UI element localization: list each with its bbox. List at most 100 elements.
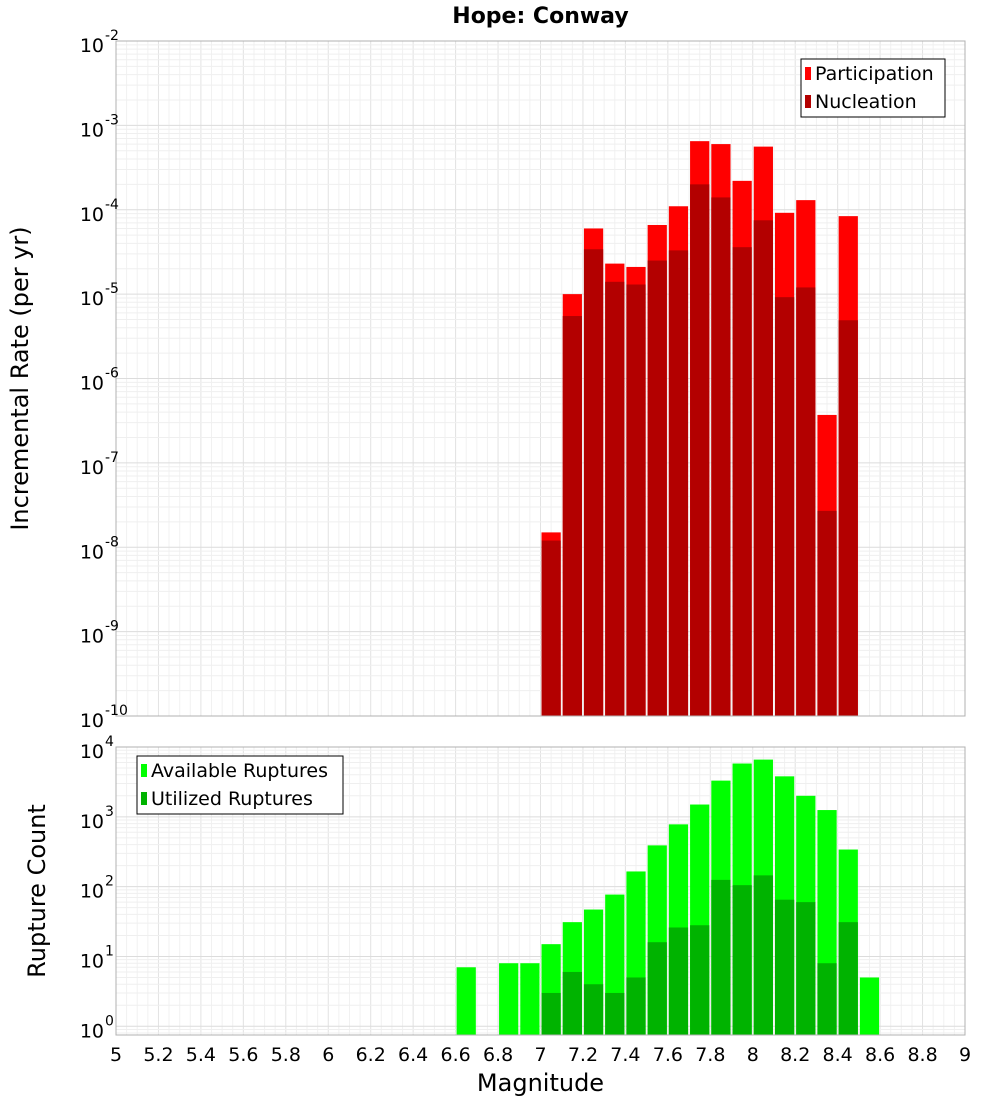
count-chart-x-tick-label: 8.4 xyxy=(823,1044,853,1066)
count-chart-legend-swatch xyxy=(141,792,147,805)
rate-chart-y-tick-label: 10 xyxy=(80,373,104,395)
count-chart-legend-label: Utilized Ruptures xyxy=(151,788,313,810)
count-chart-bar xyxy=(711,879,731,1035)
rate-chart-legend: Participation Nucleation xyxy=(800,58,946,118)
count-chart-bar xyxy=(859,977,880,1035)
rate-chart-y-tick-base: 10 xyxy=(80,204,104,226)
count-chart-bar xyxy=(838,922,858,1035)
rate-chart-bar xyxy=(668,250,689,717)
rate-chart-bar xyxy=(605,281,625,716)
count-chart-x-tick-label: 5.4 xyxy=(186,1044,216,1066)
rate-chart-title: Hope: Conway xyxy=(452,4,628,29)
rate-chart-bar xyxy=(817,510,837,716)
count-chart-x-tick-label: 7.2 xyxy=(568,1044,598,1066)
count-chart-x-tick-label: 8.2 xyxy=(780,1044,810,1066)
count-chart-bar xyxy=(541,992,561,1035)
count-chart-x-tick-label: 8.8 xyxy=(907,1044,937,1066)
rate-chart-y-tick-exponent: -7 xyxy=(105,450,119,466)
count-chart-x-tick-label: 7 xyxy=(534,1044,546,1066)
rate-chart-y-tick-label: 10 xyxy=(80,457,104,479)
rate-chart-bar xyxy=(583,249,604,716)
rate-chart-bar xyxy=(711,197,731,717)
rate-chart-y-tick-label: 10 xyxy=(80,710,104,732)
rate-chart-y-tick-label: 10 xyxy=(80,35,104,57)
rate-chart-series-nucleation xyxy=(541,184,858,717)
rate-chart-y-tick-label: 10 xyxy=(80,119,104,141)
rate-chart-bar xyxy=(796,287,816,716)
rate-chart-bar xyxy=(626,284,646,716)
count-chart-x-tick-label: 6.8 xyxy=(483,1044,513,1066)
rate-chart-y-tick-exponent: -3 xyxy=(105,112,119,128)
count-chart-y-tick-label: 10 xyxy=(80,881,104,903)
rate-chart-y-tick-exponent: -4 xyxy=(105,197,119,213)
rate-chart-legend-swatch xyxy=(805,67,811,80)
count-chart-x-tick-label: 8 xyxy=(747,1044,759,1066)
count-chart-bar xyxy=(562,971,582,1035)
rate-chart-legend-box xyxy=(800,58,946,118)
rate-chart-y-tick-base: 10 xyxy=(80,288,104,310)
count-chart-bar xyxy=(456,967,476,1035)
count-chart-legend-box xyxy=(136,755,344,815)
count-chart-bar xyxy=(499,963,519,1035)
count-chart-bar xyxy=(520,963,540,1035)
count-chart-x-tick-label: 7.6 xyxy=(653,1044,683,1066)
rate-chart-legend-label: Nucleation xyxy=(815,91,917,113)
count-chart-x-tick-label: 5.6 xyxy=(228,1044,258,1066)
count-chart-x-axis-label: Magnitude xyxy=(477,1069,604,1097)
count-chart-x-tick-label: 8.6 xyxy=(865,1044,895,1066)
rate-chart-y-tick-label: 10 xyxy=(80,204,104,226)
count-chart-x-tick-label: 7.4 xyxy=(610,1044,640,1066)
rate-chart-y-tick-exponent: -5 xyxy=(105,281,119,297)
count-chart-legend-swatch xyxy=(141,764,147,777)
rate-chart-bar xyxy=(690,184,710,717)
rate-chart-y-tick-exponent: -2 xyxy=(105,28,119,44)
count-chart-series-utilized-ruptures xyxy=(541,875,858,1035)
count-chart-x-tick-label: 5.2 xyxy=(143,1044,173,1066)
count-chart-y-tick-exponent: 0 xyxy=(105,1013,114,1029)
count-chart-y-tick-exponent: 1 xyxy=(105,943,114,959)
count-chart-y-tick-exponent: 3 xyxy=(105,804,114,820)
rate-chart-y-tick-base: 10 xyxy=(80,457,104,479)
rate-chart-y-tick-exponent: -9 xyxy=(105,619,119,635)
rate-chart-y-tick-base: 10 xyxy=(80,35,104,57)
count-chart-bar xyxy=(753,875,773,1035)
count-chart-y-tick-exponent: 4 xyxy=(105,734,114,750)
rate-chart-bar xyxy=(838,320,858,716)
rate-chart-gridlines xyxy=(115,40,966,717)
rate-chart-frame xyxy=(115,40,966,717)
count-chart-bar xyxy=(774,899,795,1035)
count-chart-y-tick-base: 10 xyxy=(80,741,104,763)
count-chart-x-tick-label: 6 xyxy=(322,1044,334,1066)
count-chart-bar xyxy=(817,963,837,1035)
rate-chart-bar xyxy=(562,316,582,716)
count-chart-frame xyxy=(115,746,966,1036)
count-chart-bar xyxy=(647,942,667,1035)
count-chart-bar xyxy=(605,992,625,1035)
count-chart-y-tick-label: 10 xyxy=(80,741,104,763)
count-chart-x-tick-label: 7.8 xyxy=(695,1044,725,1066)
count-chart-bar xyxy=(732,885,752,1035)
rate-chart-y-tick-exponent: -10 xyxy=(105,703,128,719)
rate-chart-bar xyxy=(774,297,795,716)
rate-chart-legend-swatch xyxy=(805,95,811,108)
count-chart-x-tick-label: 5.8 xyxy=(271,1044,301,1066)
rate-chart-legend-label: Participation xyxy=(815,63,934,85)
rate-chart-y-tick-base: 10 xyxy=(80,626,104,648)
count-chart-bar xyxy=(583,984,604,1035)
count-chart-legend-label: Available Ruptures xyxy=(151,760,328,782)
rate-chart-y-axis-label: Incremental Rate (per yr) xyxy=(6,226,34,530)
count-chart-x-tick-label: 6.6 xyxy=(440,1044,470,1066)
rate-chart-y-tick-label: 10 xyxy=(80,288,104,310)
count-chart-y-tick-label: 10 xyxy=(80,950,104,972)
count-chart-x-tick-label: 9 xyxy=(959,1044,971,1066)
rate-chart-y-tick-base: 10 xyxy=(80,541,104,563)
count-chart-bar xyxy=(690,925,710,1035)
rate-chart-y-tick-base: 10 xyxy=(80,710,104,732)
count-chart-y-tick-label: 10 xyxy=(80,811,104,833)
count-chart-bar xyxy=(796,902,816,1035)
count-chart-x-tick-label: 6.4 xyxy=(398,1044,428,1066)
count-chart-bar xyxy=(668,927,689,1035)
count-chart-x-tick-label: 6.2 xyxy=(356,1044,386,1066)
rate-chart-y-tick-base: 10 xyxy=(80,119,104,141)
